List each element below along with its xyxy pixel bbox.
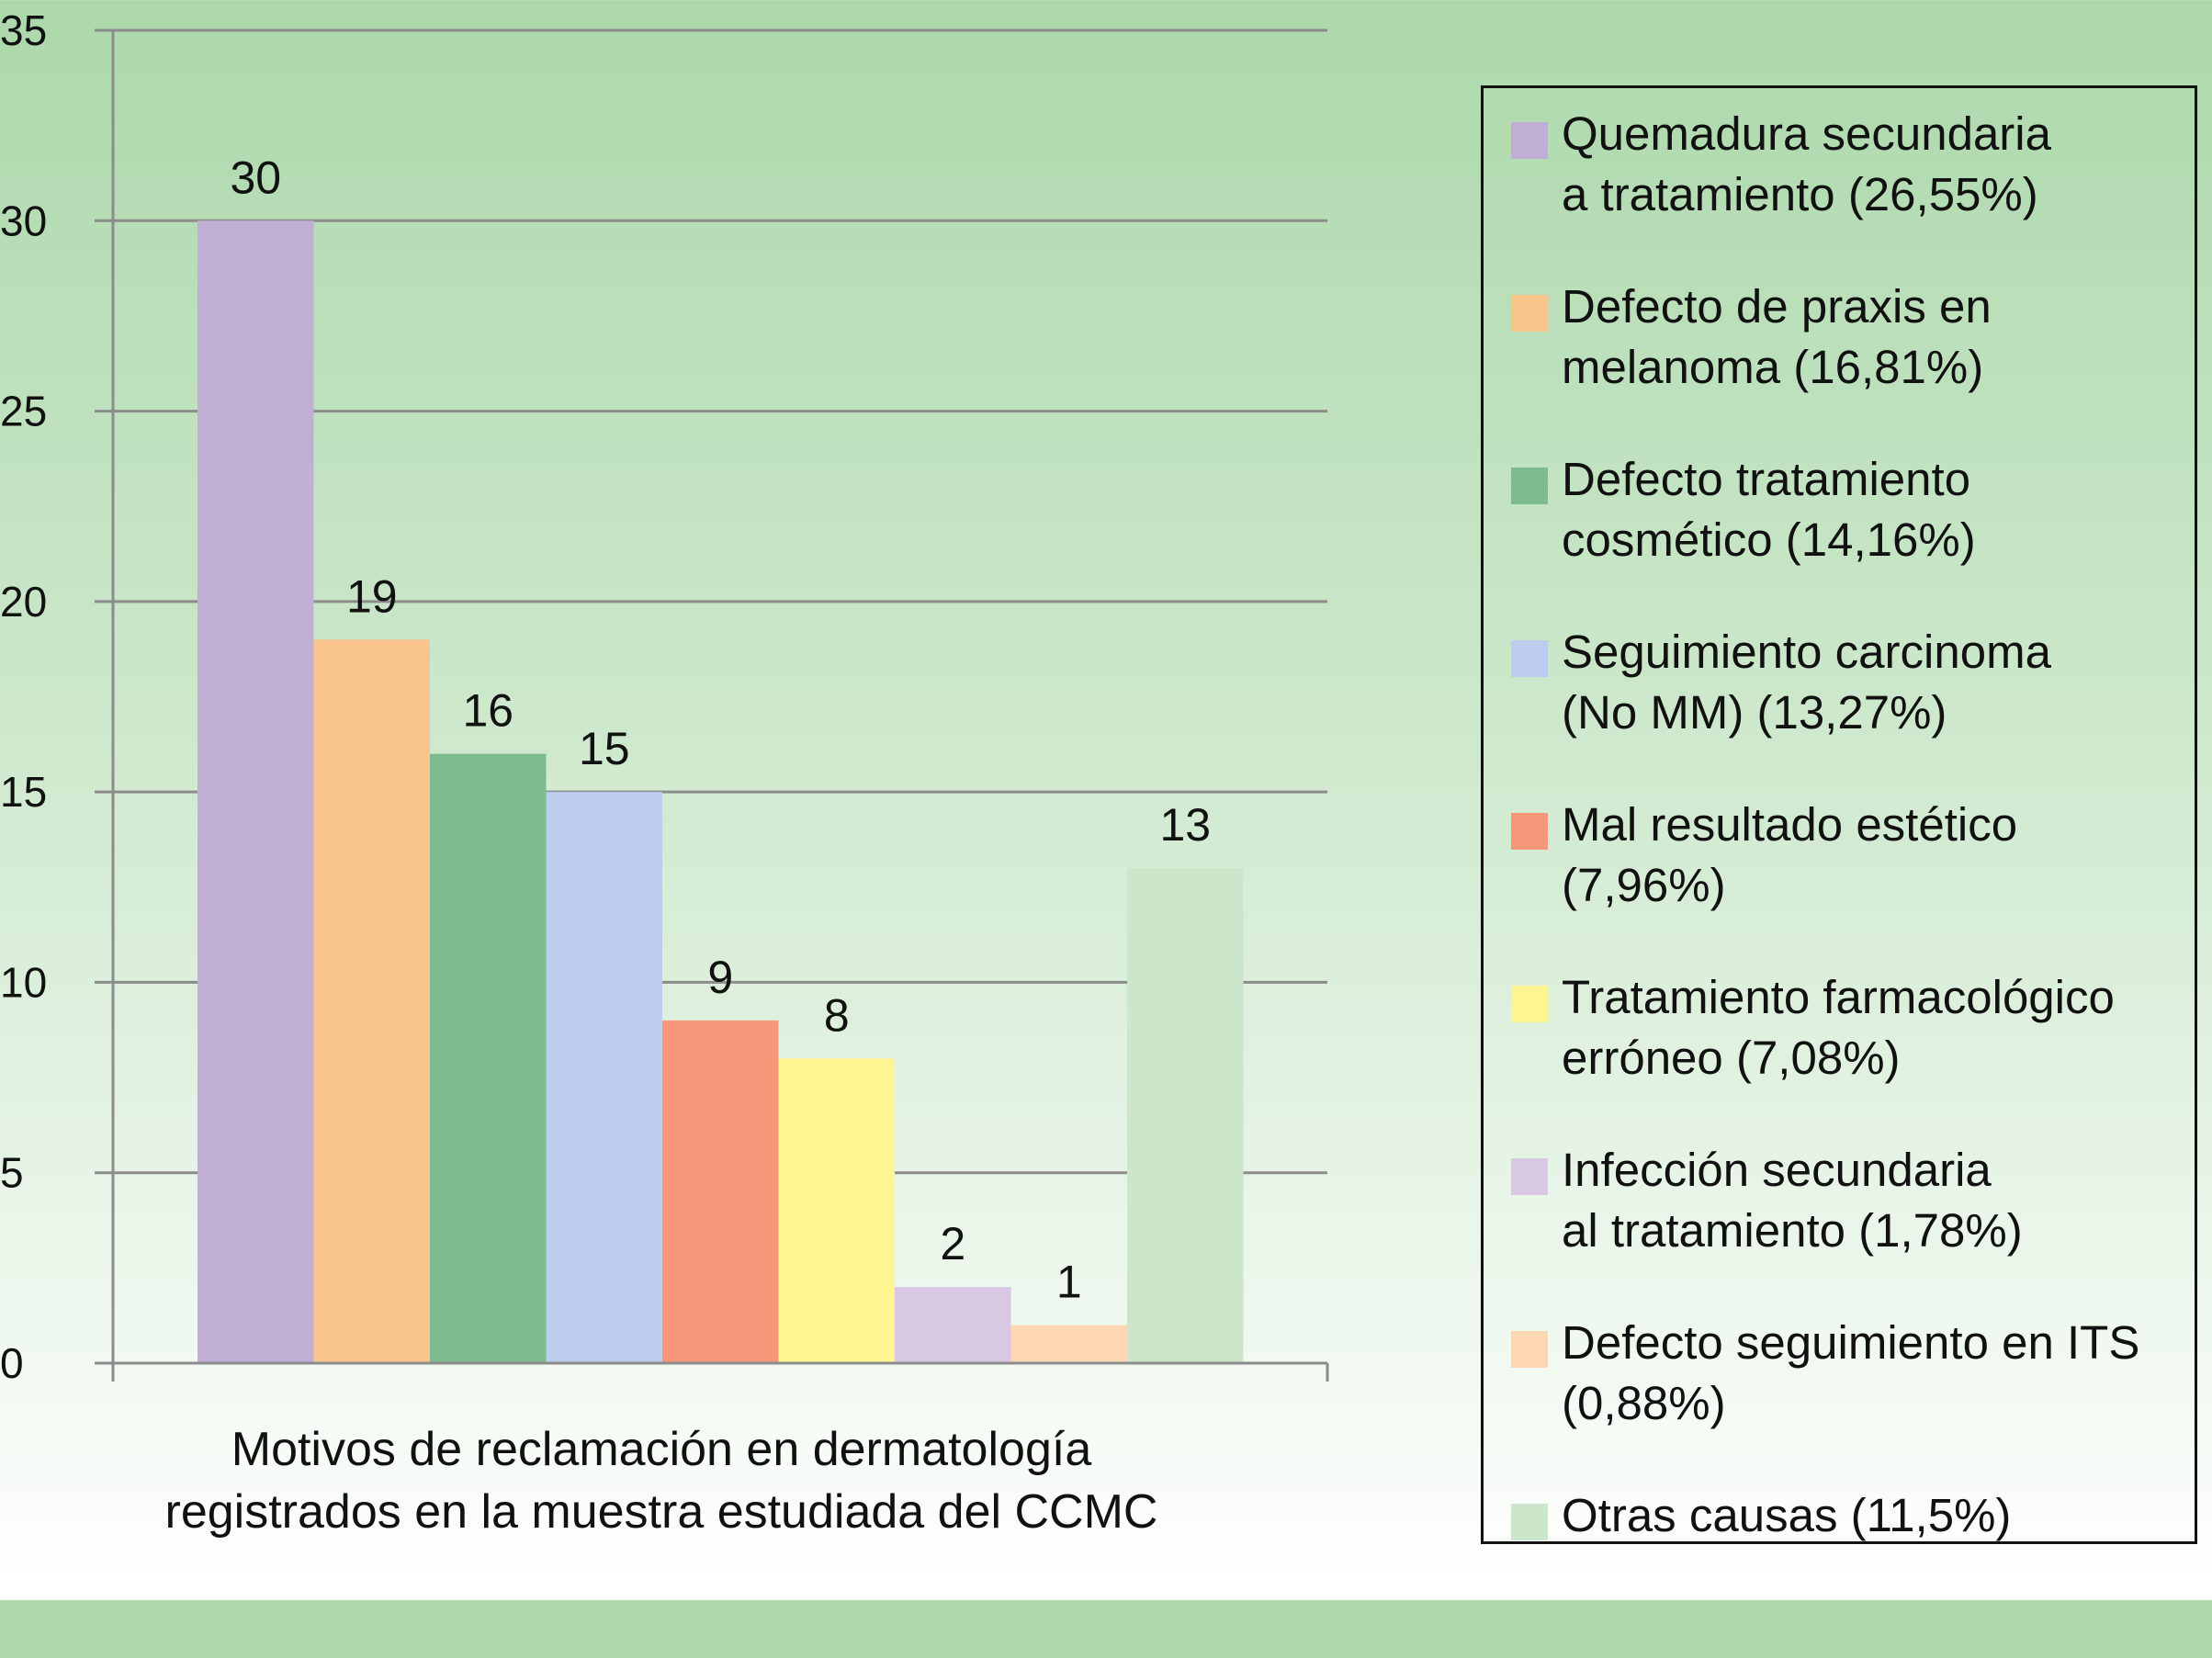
legend-swatch xyxy=(1511,295,1548,332)
legend-item: Otras causas (11,5%) xyxy=(1484,1485,2195,1658)
y-axis-tick-labels: 0 5 10 15 20 25 30 35 xyxy=(0,6,113,1387)
bar xyxy=(546,792,662,1363)
data-label: 2 xyxy=(940,1218,965,1269)
bar xyxy=(1127,868,1244,1363)
legend-swatch xyxy=(1511,122,1548,159)
data-label: 16 xyxy=(462,685,514,737)
y-tick-label: 10 xyxy=(0,958,47,1006)
legend-swatch xyxy=(1511,1504,1548,1540)
y-tick-label: 20 xyxy=(0,578,47,626)
legend-item: Defecto de praxis en melanoma (16,81%) xyxy=(1484,276,2195,449)
legend-label: Otras causas (11,5%) xyxy=(1562,1489,2012,1541)
legend-swatch xyxy=(1511,986,1548,1022)
legend-swatch xyxy=(1511,640,1548,677)
legend-swatch xyxy=(1511,1331,1548,1368)
legend-label: Quemadura secundaria a tratamiento (26,5… xyxy=(1562,107,2051,220)
axes xyxy=(111,30,1329,1382)
bar xyxy=(198,220,314,1363)
legend-item: Tratamiento farmacológico erróneo (7,08%… xyxy=(1484,967,2195,1140)
legend-item: Infección secundaria al tratamiento (1,7… xyxy=(1484,1140,2195,1313)
legend-label: Seguimiento carcinoma (No MM) (13,27%) xyxy=(1562,626,2051,739)
legend-swatch xyxy=(1511,468,1548,504)
x-axis-label-line: Motivos de reclamación en dermatología xyxy=(231,1423,1092,1476)
bar xyxy=(430,753,547,1363)
bar xyxy=(895,1287,1011,1363)
data-label: 30 xyxy=(230,152,281,203)
y-tick-label: 25 xyxy=(0,388,47,435)
bar xyxy=(1010,1325,1127,1363)
legend-item: Seguimiento carcinoma (No MM) (13,27%) xyxy=(1484,622,2195,795)
data-label: 15 xyxy=(579,723,630,774)
legend-item: Defecto tratamiento cosmético (14,16%) xyxy=(1484,449,2195,622)
bar xyxy=(778,1058,895,1363)
y-tick-label: 5 xyxy=(0,1149,24,1197)
y-tick-label: 0 xyxy=(0,1339,24,1387)
legend-swatch xyxy=(1511,813,1548,850)
data-label: 8 xyxy=(824,989,850,1041)
legend: Quemadura secundaria a tratamiento (26,5… xyxy=(1481,85,2197,1544)
legend-label: Mal resultado estético (7,96%) xyxy=(1562,798,2018,911)
legend-item: Mal resultado estético (7,96%) xyxy=(1484,795,2195,967)
data-label: 19 xyxy=(346,570,398,622)
bars xyxy=(198,220,1244,1363)
legend-item: Quemadura secundaria a tratamiento (26,5… xyxy=(1484,104,2195,276)
x-axis-label-line: registrados en la muestra estudiada del … xyxy=(165,1485,1158,1539)
legend-label: Tratamiento farmacológico erróneo (7,08%… xyxy=(1562,971,2115,1084)
y-tick-label: 35 xyxy=(0,6,47,54)
legend-label: Infección secundaria al tratamiento (1,7… xyxy=(1562,1144,2023,1257)
legend-label: Defecto tratamiento cosmético (14,16%) xyxy=(1562,453,1976,566)
bar xyxy=(313,639,430,1363)
y-tick-label: 30 xyxy=(0,197,47,244)
legend-swatch xyxy=(1511,1158,1548,1195)
bar xyxy=(662,1020,779,1363)
data-label: 13 xyxy=(1159,799,1211,851)
legend-label: Defecto de praxis en melanoma (16,81%) xyxy=(1562,280,1992,393)
y-tick-label: 15 xyxy=(0,768,47,816)
legend-item: Defecto seguimiento en ITS (0,88%) xyxy=(1484,1313,2195,1485)
bar-chart: 0 5 10 15 20 25 30 35 30 19 16 15 9 8 2 1 13 Motivos de… xyxy=(0,6,1329,1539)
legend-label: Defecto seguimiento en ITS (0,88%) xyxy=(1562,1316,2140,1429)
data-labels: 30 19 16 15 9 8 2 1 13 xyxy=(230,152,1211,1307)
x-axis-label: Motivos de reclamación en dermatología re… xyxy=(165,1423,1158,1539)
data-label: 1 xyxy=(1056,1257,1082,1308)
data-label: 9 xyxy=(707,952,733,1003)
